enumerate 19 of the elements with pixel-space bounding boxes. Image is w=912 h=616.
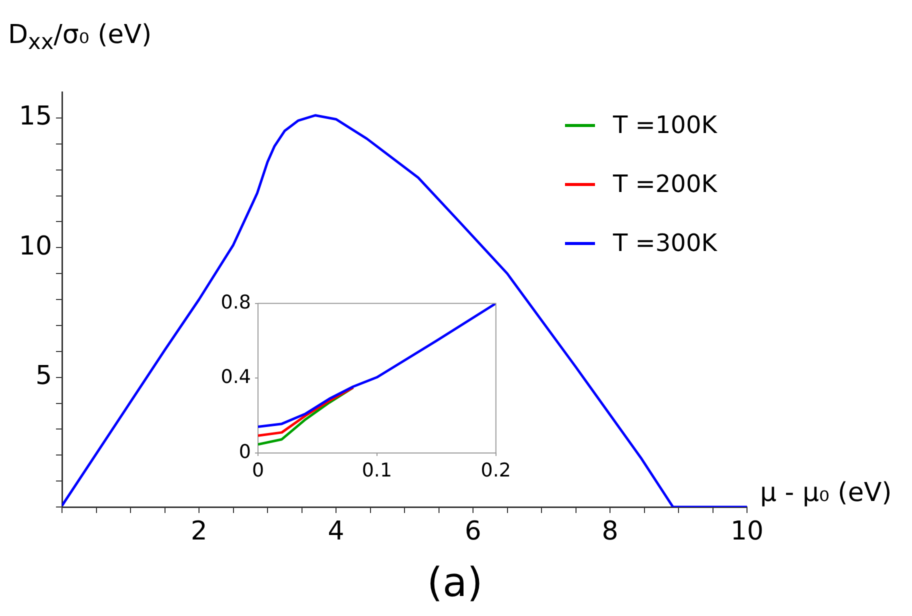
x-tick-label: 8 [602, 516, 618, 546]
x-tick-label: 10 [730, 516, 764, 546]
x-tick-label: 2 [190, 516, 208, 546]
y-tick-label: 0.4 [220, 366, 251, 388]
legend-label: T =300K [613, 229, 717, 257]
y-axis-title: D$_{xx}$/σ₀ (eV) [8, 20, 152, 56]
x-tick-label: 6 [464, 516, 482, 546]
text: (a) [427, 560, 483, 606]
y-tick-label: 10 [18, 231, 52, 262]
y-tick-label: 0 [238, 440, 251, 463]
x-tick-label: 0.2 [480, 459, 511, 482]
legend-label: T =100K [613, 111, 717, 139]
y-tick-label: 5 [35, 361, 52, 392]
x-tick-label: 4 [328, 516, 344, 546]
x-tick-label: 0.1 [362, 459, 392, 482]
legend-label: T =200K [613, 170, 717, 198]
y-tick-label: 15 [18, 102, 52, 132]
x-axis-title: μ - μ₀ (eV) [760, 478, 892, 508]
y-tick-label: 0.8 [220, 291, 251, 314]
